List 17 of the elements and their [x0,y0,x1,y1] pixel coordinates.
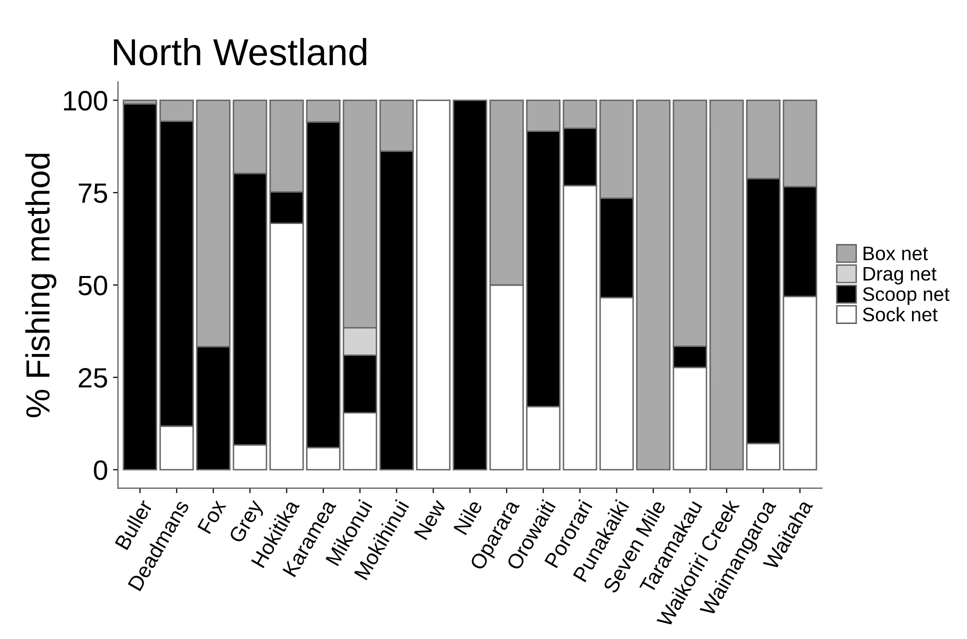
bar [709,100,744,470]
legend-label: Drag net [864,267,936,285]
x-tick-label: Fox [197,498,226,534]
chart-title: North Westland [114,38,366,66]
legend-label: Scoop net [862,287,950,305]
y-tick-label: 100 [64,90,108,111]
bar [416,100,450,470]
legend-label: Box net [864,246,928,260]
y-axis-title: % Fishing method [25,154,56,418]
bar [122,103,158,470]
y-tick-label: 75 [78,184,108,203]
y-tick-label: 50 [78,276,108,296]
bar [452,100,488,470]
bar [636,100,670,470]
legend-label: Sock net [862,307,938,322]
y-tick-label: 25 [78,368,108,388]
y-tick-label: 0 [94,460,108,480]
